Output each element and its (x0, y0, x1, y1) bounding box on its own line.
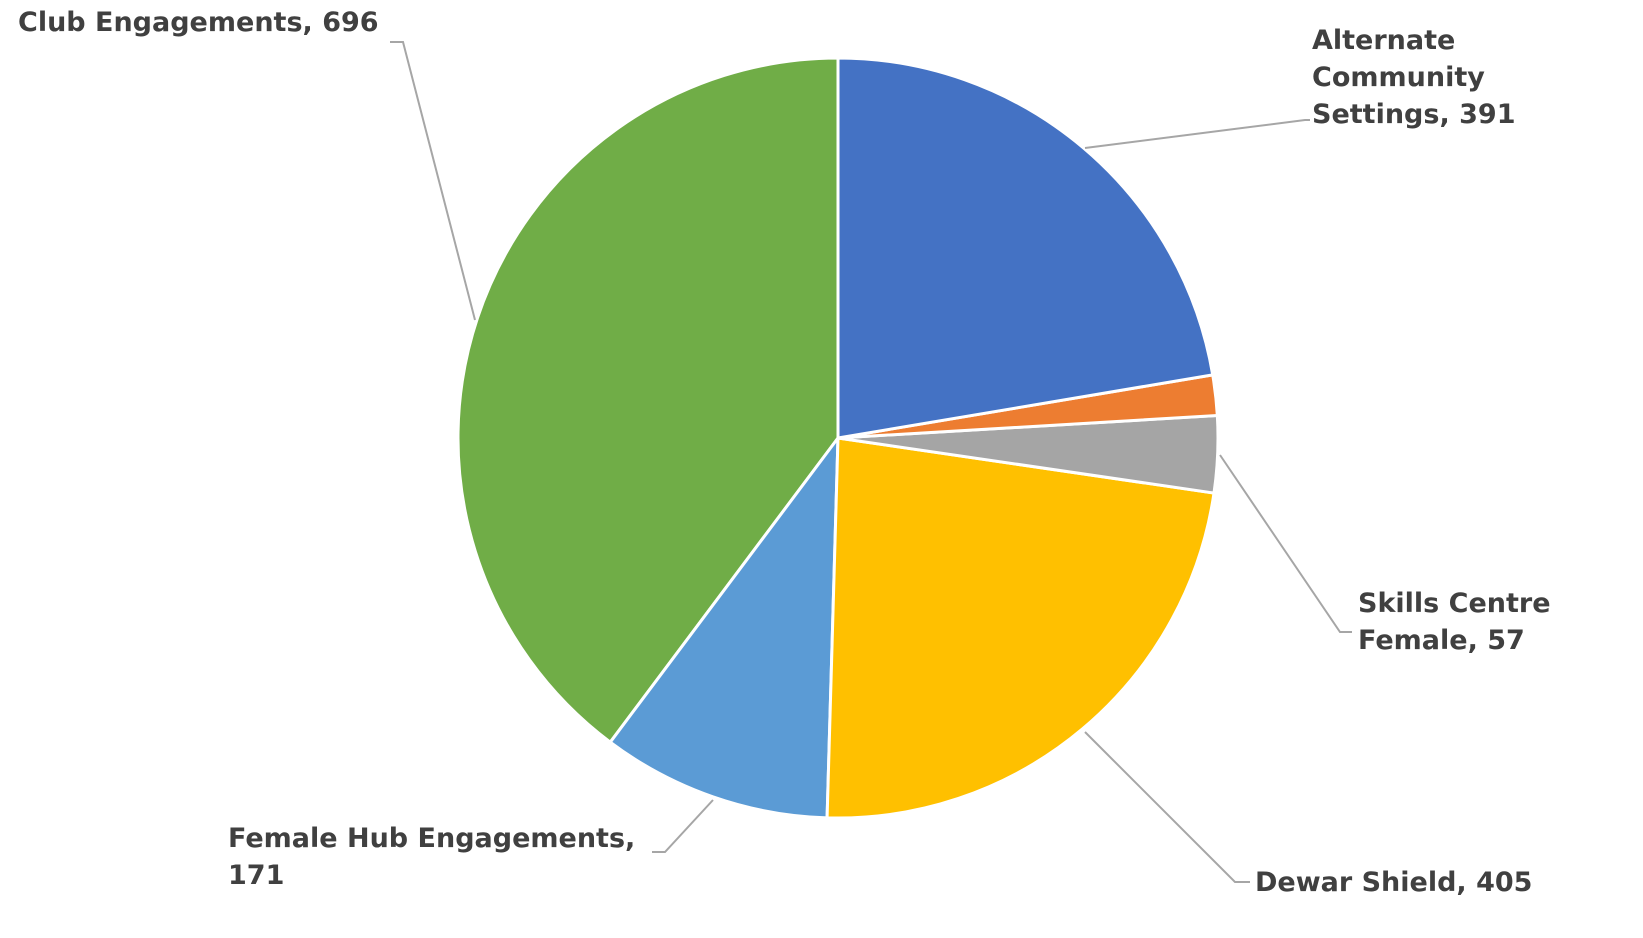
pie-slice (825, 436, 1216, 820)
label-value: 696 (322, 7, 379, 38)
label-value: 57 (1487, 625, 1525, 656)
label-category: Club Engagements (18, 7, 322, 38)
leader-line (1084, 731, 1250, 883)
label-value: 405 (1476, 867, 1533, 898)
pie-slice (836, 56, 1215, 440)
leader-line (390, 41, 476, 321)
data-label: Female Hub Engagements 171 (228, 820, 668, 894)
leader-line (1219, 454, 1352, 633)
label-value: 171 (228, 860, 285, 891)
label-category: Female Hub Engagements (228, 823, 635, 854)
label-category: Dewar Shield (1255, 867, 1476, 898)
data-label: Club Engagements696 (18, 4, 379, 41)
data-label: Alternate Community Settings391 (1312, 22, 1582, 133)
leader-line (1084, 119, 1310, 149)
pie-slice (456, 56, 840, 745)
data-label: Dewar Shield405 (1255, 864, 1532, 901)
leader-lines (390, 41, 1352, 883)
label-value: 391 (1459, 99, 1516, 130)
data-label: Skills Centre Female57 (1358, 585, 1608, 659)
leader-line (652, 799, 714, 853)
pie-slice (608, 433, 840, 820)
